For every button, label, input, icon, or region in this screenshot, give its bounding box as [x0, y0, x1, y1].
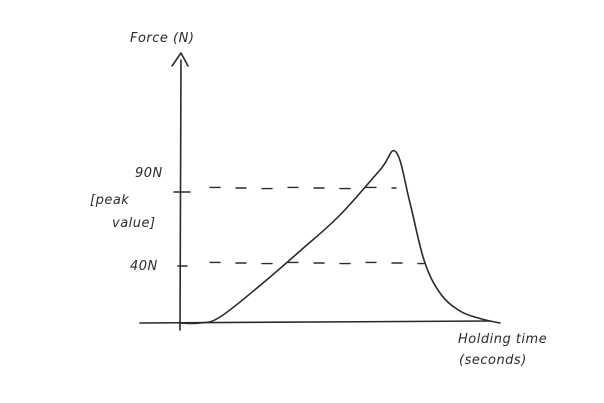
y-tick-label-40: 40N: [130, 259, 158, 274]
peak-label-line-2: value]: [112, 216, 156, 231]
y-axis-label: Force (N): [130, 31, 194, 46]
y-tick-label-90: 90N: [135, 166, 163, 181]
dashed-reference-lines: [209, 186, 425, 265]
peak-label-line-1: [peak: [90, 193, 129, 208]
x-axis-label-line-2: (seconds): [459, 353, 527, 368]
y-axis-arrowhead: [171, 52, 189, 67]
x-axis-label-line-1: Holding time: [458, 332, 547, 347]
y-axis-line: [179, 59, 182, 331]
force-curve-line: [179, 149, 501, 325]
labels: Force (N) 40N 90N [peak value] Holding t…: [90, 31, 547, 368]
